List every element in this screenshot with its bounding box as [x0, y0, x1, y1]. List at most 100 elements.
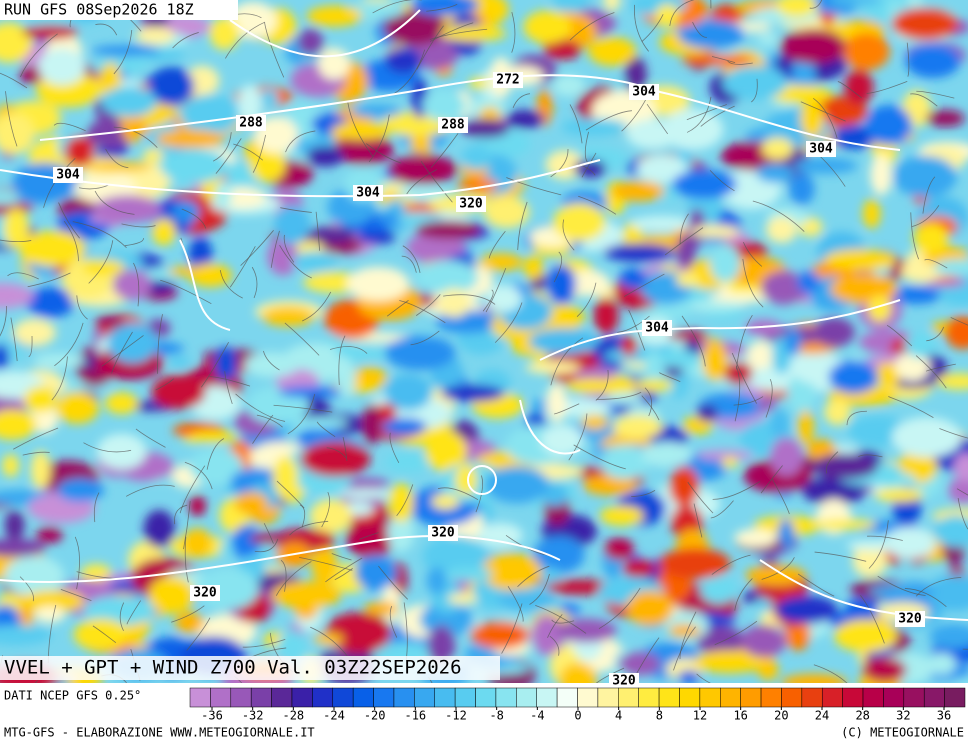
streamline — [617, 315, 650, 333]
field-blob — [842, 32, 890, 71]
field-blob — [231, 524, 261, 561]
colorbar-tick-label: 24 — [815, 709, 829, 723]
colorbar-swatch — [271, 687, 293, 708]
field-blob — [618, 268, 648, 290]
streamline — [709, 170, 735, 192]
streamline — [550, 337, 584, 386]
streamline — [283, 234, 295, 263]
streamline — [813, 664, 848, 683]
field-blob — [618, 652, 661, 676]
colorbar-swatch — [923, 687, 945, 708]
field-blob — [483, 196, 530, 229]
field-blob — [3, 208, 30, 249]
field-blob — [893, 155, 957, 198]
field-blob — [644, 350, 663, 379]
colorbar-swatch — [536, 687, 558, 708]
streamline — [273, 404, 333, 413]
colorbar-swatch — [495, 687, 517, 708]
field-blob — [0, 113, 35, 155]
colorbar-swatch — [760, 687, 782, 708]
streamline — [692, 21, 707, 38]
streamline — [242, 639, 286, 648]
streamline — [904, 588, 947, 608]
streamline — [105, 148, 129, 169]
streamline — [957, 497, 968, 530]
streamline — [866, 81, 908, 94]
field-blob — [746, 340, 775, 372]
field-blob — [933, 259, 968, 277]
field-blob — [35, 527, 64, 544]
field-blob — [599, 505, 644, 526]
streamline — [925, 363, 956, 372]
contour-label-box — [629, 84, 659, 100]
field-blob — [668, 624, 701, 638]
streamline — [389, 605, 398, 638]
colorbar-swatch — [842, 687, 864, 708]
streamline — [275, 561, 312, 596]
field-blob — [680, 54, 752, 67]
field-blob — [182, 528, 213, 559]
streamline — [426, 3, 458, 12]
streamline — [511, 12, 516, 53]
streamline — [475, 475, 483, 513]
streamline — [93, 492, 100, 523]
contour-label: 304 — [632, 85, 656, 100]
field-blob — [486, 284, 522, 313]
field-blob — [702, 340, 728, 381]
field-blob — [179, 94, 241, 134]
run-label: RUN GFS 08Sep2026 18Z — [4, 1, 194, 19]
field-blob — [870, 154, 893, 196]
contour-label: 320 — [431, 526, 455, 541]
colorbar-swatch — [862, 687, 884, 708]
streamline — [389, 432, 400, 463]
field-blob — [383, 10, 447, 46]
contour-line — [0, 535, 561, 583]
field-blob — [426, 567, 447, 595]
field-blob — [634, 379, 674, 392]
streamline — [569, 104, 583, 144]
contour-label: 304 — [56, 168, 80, 183]
streamline — [727, 60, 753, 65]
streamline — [95, 23, 118, 36]
streamline — [911, 205, 940, 227]
field-blob — [669, 466, 699, 507]
field-blob — [552, 0, 591, 14]
field-blob — [460, 118, 510, 138]
field-blob — [543, 39, 582, 60]
colorbar-swatch — [577, 687, 599, 708]
field-blob — [531, 614, 564, 656]
colorbar-swatch — [373, 687, 395, 708]
colorbar-swatch — [352, 687, 374, 708]
field-blob — [525, 361, 581, 375]
field-blob — [900, 259, 942, 283]
field-blob — [317, 48, 351, 80]
streamline — [22, 451, 50, 456]
field-blob — [0, 538, 47, 557]
field-blob — [0, 343, 10, 370]
field-blob — [626, 590, 674, 626]
streamline — [401, 255, 417, 273]
streamline — [517, 201, 528, 251]
streamline — [926, 326, 945, 342]
field-blob — [603, 243, 676, 262]
streamline — [78, 184, 109, 190]
field-blob — [55, 392, 99, 424]
colorbar-swatch — [475, 687, 497, 708]
field-blob — [793, 157, 858, 174]
colorbar-swatch — [454, 687, 476, 708]
field-blob — [629, 215, 695, 231]
field-blob — [834, 619, 898, 652]
field-blob — [306, 146, 345, 167]
field-blob — [845, 539, 908, 551]
field-blob — [929, 623, 968, 649]
field-blob — [362, 404, 382, 446]
field-blob — [867, 584, 938, 598]
contour-label-box — [895, 611, 925, 627]
field-blob — [696, 625, 745, 656]
contour-label: 304 — [809, 142, 833, 157]
field-blob — [56, 478, 105, 502]
field-blob — [761, 137, 794, 160]
streamline — [886, 325, 913, 347]
streamline — [58, 202, 80, 239]
